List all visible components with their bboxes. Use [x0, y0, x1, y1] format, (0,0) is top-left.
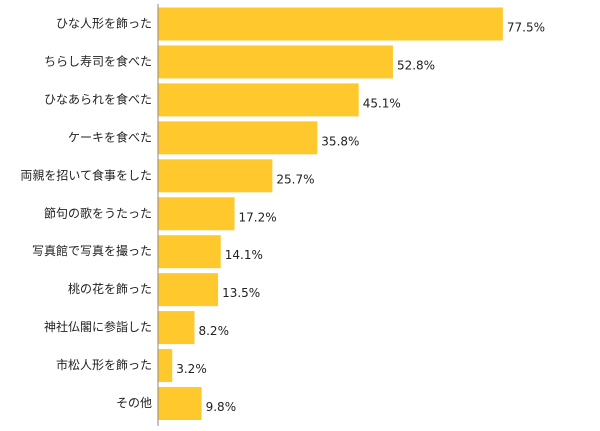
bar-4 — [158, 121, 318, 155]
value-label-5: 25.7% — [276, 172, 314, 186]
category-label-5: 両親を招いて食事をした — [20, 167, 152, 182]
value-label-9: 8.2% — [198, 324, 229, 338]
bars-group — [158, 7, 503, 420]
category-label-11: その他 — [116, 396, 152, 410]
category-label-3: ひなあられを食べた — [44, 91, 152, 106]
value-label-4: 35.8% — [321, 134, 359, 148]
bar-6 — [158, 197, 235, 231]
value-label-11: 9.8% — [206, 400, 237, 414]
category-label-6: 節句の歌をうたった — [44, 205, 152, 220]
value-label-2: 52.8% — [397, 58, 435, 72]
category-label-9: 神社仏閣に参詣した — [44, 319, 152, 334]
value-label-1: 77.5% — [507, 21, 545, 35]
bar-2 — [158, 45, 393, 79]
value-label-7: 14.1% — [225, 248, 263, 262]
category-label-4: ケーキを食べた — [68, 129, 152, 144]
category-label-8: 桃の花を飾った — [68, 281, 152, 296]
category-label-10: 市松人形を飾った — [56, 357, 152, 372]
category-label-7: 写真館で写真を撮った — [32, 243, 152, 258]
value-label-3: 45.1% — [363, 96, 401, 110]
bar-5 — [158, 159, 273, 193]
bar-11 — [158, 387, 202, 420]
bar-1 — [158, 7, 503, 41]
category-label-1: ひな人形を飾った — [56, 17, 152, 31]
bar-7 — [158, 235, 221, 269]
bar-8 — [158, 273, 219, 307]
value-label-6: 17.2% — [239, 210, 277, 224]
value-label-8: 13.5% — [222, 286, 260, 300]
bar-10 — [158, 349, 173, 383]
category-labels-group: ひな人形を飾ったちらし寿司を食べたひなあられを食べたケーキを食べた両親を招いて食… — [20, 17, 152, 411]
value-label-10: 3.2% — [176, 362, 207, 376]
bar-9 — [158, 311, 195, 345]
bar-3 — [158, 83, 359, 117]
category-label-2: ちらし寿司を食べた — [44, 53, 152, 68]
value-labels-group: 77.5% 52.8% 45.1% 35.8% 25.7% 17.2% 14.1% 13.5%… — [176, 21, 545, 415]
